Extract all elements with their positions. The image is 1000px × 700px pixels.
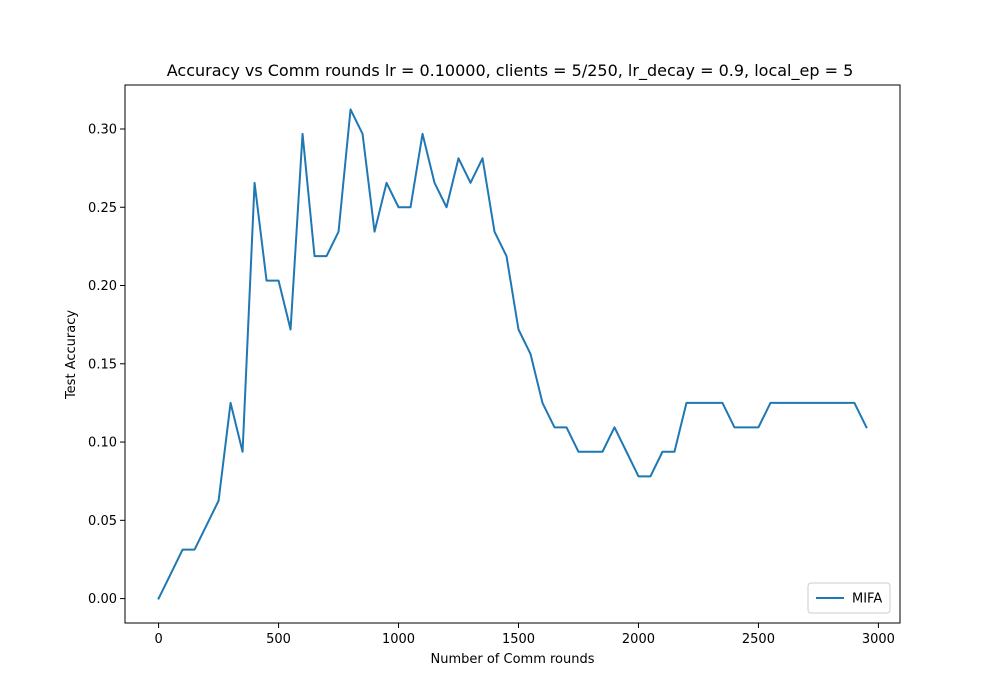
x-tick-label: 2000 [622,632,655,647]
y-tick-label: 0.05 [88,514,117,529]
x-axis-label: Number of Comm rounds [430,652,594,667]
x-tick-label: 500 [266,632,291,647]
plot-area: 0 500 1000 1500 2000 2500 3000 0.00 0.05 0.10 0.15… [88,84,901,647]
y-tick-label: 0.15 [88,357,117,372]
axes-frame [124,84,901,624]
chart-title: Accuracy vs Comm rounds lr = 0.10000, cl… [167,61,854,81]
y-tick-label: 0.20 [88,279,117,294]
legend-label: MIFA [852,592,882,607]
x-tick-label: 0 [154,632,162,647]
y-tick-label: 0.25 [88,201,117,216]
x-tick-label: 1500 [502,632,535,647]
legend: MIFA [807,582,891,614]
y-axis-label: Test Accuracy [64,310,79,400]
y-tick-label: 0.10 [88,436,117,451]
x-tick-label: 3000 [862,632,895,647]
legend-box [807,582,891,614]
y-tick-label: 0.00 [88,592,117,607]
series-line-mifa [157,108,868,600]
y-tick-label: 0.30 [88,122,117,137]
x-tick-label: 2500 [742,632,775,647]
x-tick-label: 1000 [382,632,415,647]
